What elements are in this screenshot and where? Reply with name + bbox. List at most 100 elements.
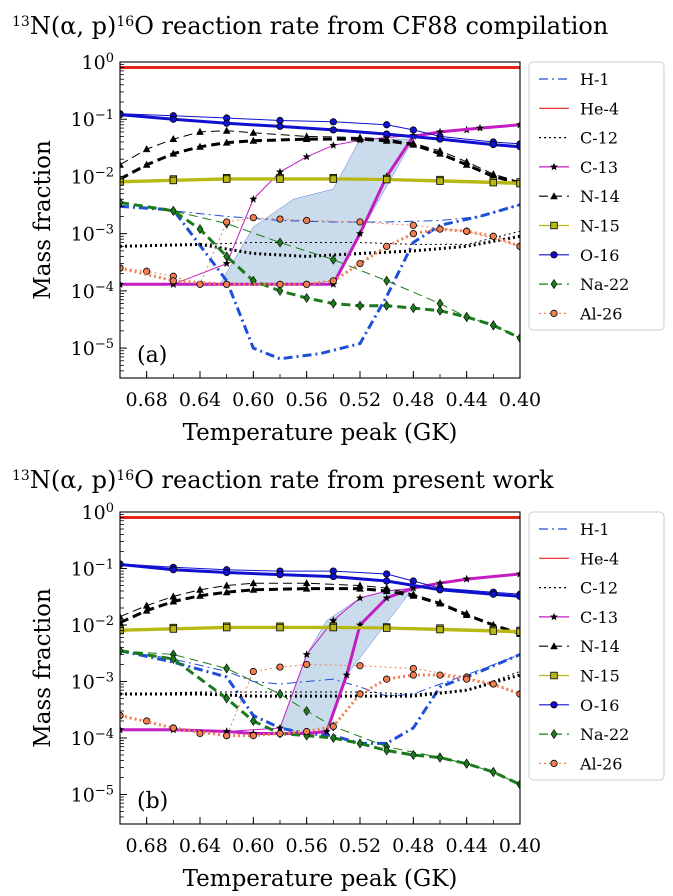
data-point — [249, 715, 257, 727]
tick-exponent: −2 — [95, 613, 114, 628]
data-point — [223, 280, 231, 288]
data-point — [329, 722, 337, 731]
data-point — [223, 119, 231, 127]
x-tick-label: 0.56 — [286, 835, 328, 857]
legend-entry-label: He-4 — [580, 99, 619, 118]
data-point — [120, 645, 124, 656]
data-point — [329, 175, 338, 183]
title-superscript: 16 — [116, 14, 134, 30]
title-reaction: N(α, p) — [30, 12, 117, 40]
data-point — [383, 300, 391, 311]
x-tick-label: 0.48 — [392, 835, 434, 857]
series-o-16 — [120, 560, 520, 601]
data-point — [382, 586, 391, 594]
tick-base: 10 — [71, 558, 95, 580]
data-point — [356, 738, 364, 749]
y-tick-label: 100 — [82, 51, 114, 75]
data-point — [223, 732, 231, 740]
data-point — [516, 332, 520, 344]
series-o-16 — [120, 110, 520, 151]
x-tick-label: 0.44 — [446, 389, 488, 411]
x-tick-label: 0.40 — [499, 389, 541, 411]
tick-exponent: −5 — [95, 337, 114, 352]
series-he-4 — [120, 66, 520, 69]
data-point — [476, 123, 484, 132]
data-point — [169, 176, 178, 185]
data-point — [436, 177, 444, 185]
data-point — [169, 115, 177, 123]
data-point — [223, 663, 231, 674]
legend-marker — [550, 612, 558, 621]
data-point — [356, 662, 364, 670]
tick-exponent: −5 — [95, 783, 114, 798]
data-point — [462, 611, 471, 619]
series-line-upper — [120, 563, 520, 595]
title-reaction: N(α, p) — [30, 466, 117, 494]
data-point — [436, 752, 444, 763]
tick-base: 10 — [71, 281, 95, 303]
data-point — [222, 138, 231, 146]
data-point — [169, 724, 177, 732]
series-line-lower — [120, 123, 520, 286]
data-point — [383, 570, 391, 578]
series-line-lower — [120, 649, 520, 745]
data-point — [329, 572, 337, 581]
data-point — [409, 230, 417, 238]
legend-entry-label: H-1 — [580, 70, 610, 89]
data-point — [329, 732, 337, 744]
data-point — [222, 727, 231, 735]
data-point — [356, 593, 364, 602]
data-point — [120, 197, 124, 208]
tick-exponent: 0 — [106, 51, 114, 66]
data-point — [436, 599, 444, 607]
data-point — [276, 280, 284, 288]
data-point — [276, 688, 284, 700]
data-point — [489, 766, 497, 778]
legend-marker — [550, 701, 558, 709]
data-point — [302, 584, 311, 592]
data-point — [276, 623, 284, 632]
data-point — [249, 195, 258, 203]
data-point — [329, 623, 338, 632]
tick-base: 10 — [71, 109, 95, 131]
data-point — [329, 298, 337, 309]
series-line-lower — [120, 137, 520, 186]
data-point — [169, 135, 178, 143]
x-tick-label: 0.64 — [179, 835, 221, 857]
data-point — [276, 116, 284, 125]
x-tick-label: 0.68 — [126, 389, 168, 411]
title-superscript: 13 — [12, 468, 30, 484]
x-tick-label: 0.68 — [126, 835, 168, 857]
data-point — [436, 225, 444, 233]
data-point — [463, 675, 471, 683]
data-point — [303, 216, 311, 225]
legend-marker — [550, 192, 558, 200]
data-point — [222, 126, 231, 134]
data-point — [249, 128, 258, 136]
data-point — [329, 616, 338, 624]
legend-marker — [550, 671, 558, 680]
data-point — [489, 232, 497, 240]
legend-marker — [550, 251, 558, 259]
data-point — [489, 178, 498, 187]
data-point — [249, 585, 258, 593]
data-point — [276, 570, 284, 579]
data-point — [276, 285, 284, 296]
data-point — [516, 179, 520, 188]
data-point — [196, 585, 204, 593]
data-point — [489, 627, 498, 635]
data-point — [276, 175, 284, 183]
legend-marker — [550, 642, 558, 650]
y-tick-label: 10−1 — [71, 557, 114, 581]
data-point — [462, 574, 471, 583]
series-line-lower — [120, 572, 520, 735]
data-point — [142, 145, 151, 153]
series-line-upper — [120, 113, 520, 145]
data-point — [249, 579, 258, 587]
legend-marker — [550, 309, 558, 317]
x-tick-label: 0.48 — [392, 389, 434, 411]
tick-base: 10 — [82, 502, 106, 524]
data-point — [329, 118, 337, 126]
legend-entry-label: N-14 — [580, 187, 620, 206]
data-point — [222, 588, 231, 596]
